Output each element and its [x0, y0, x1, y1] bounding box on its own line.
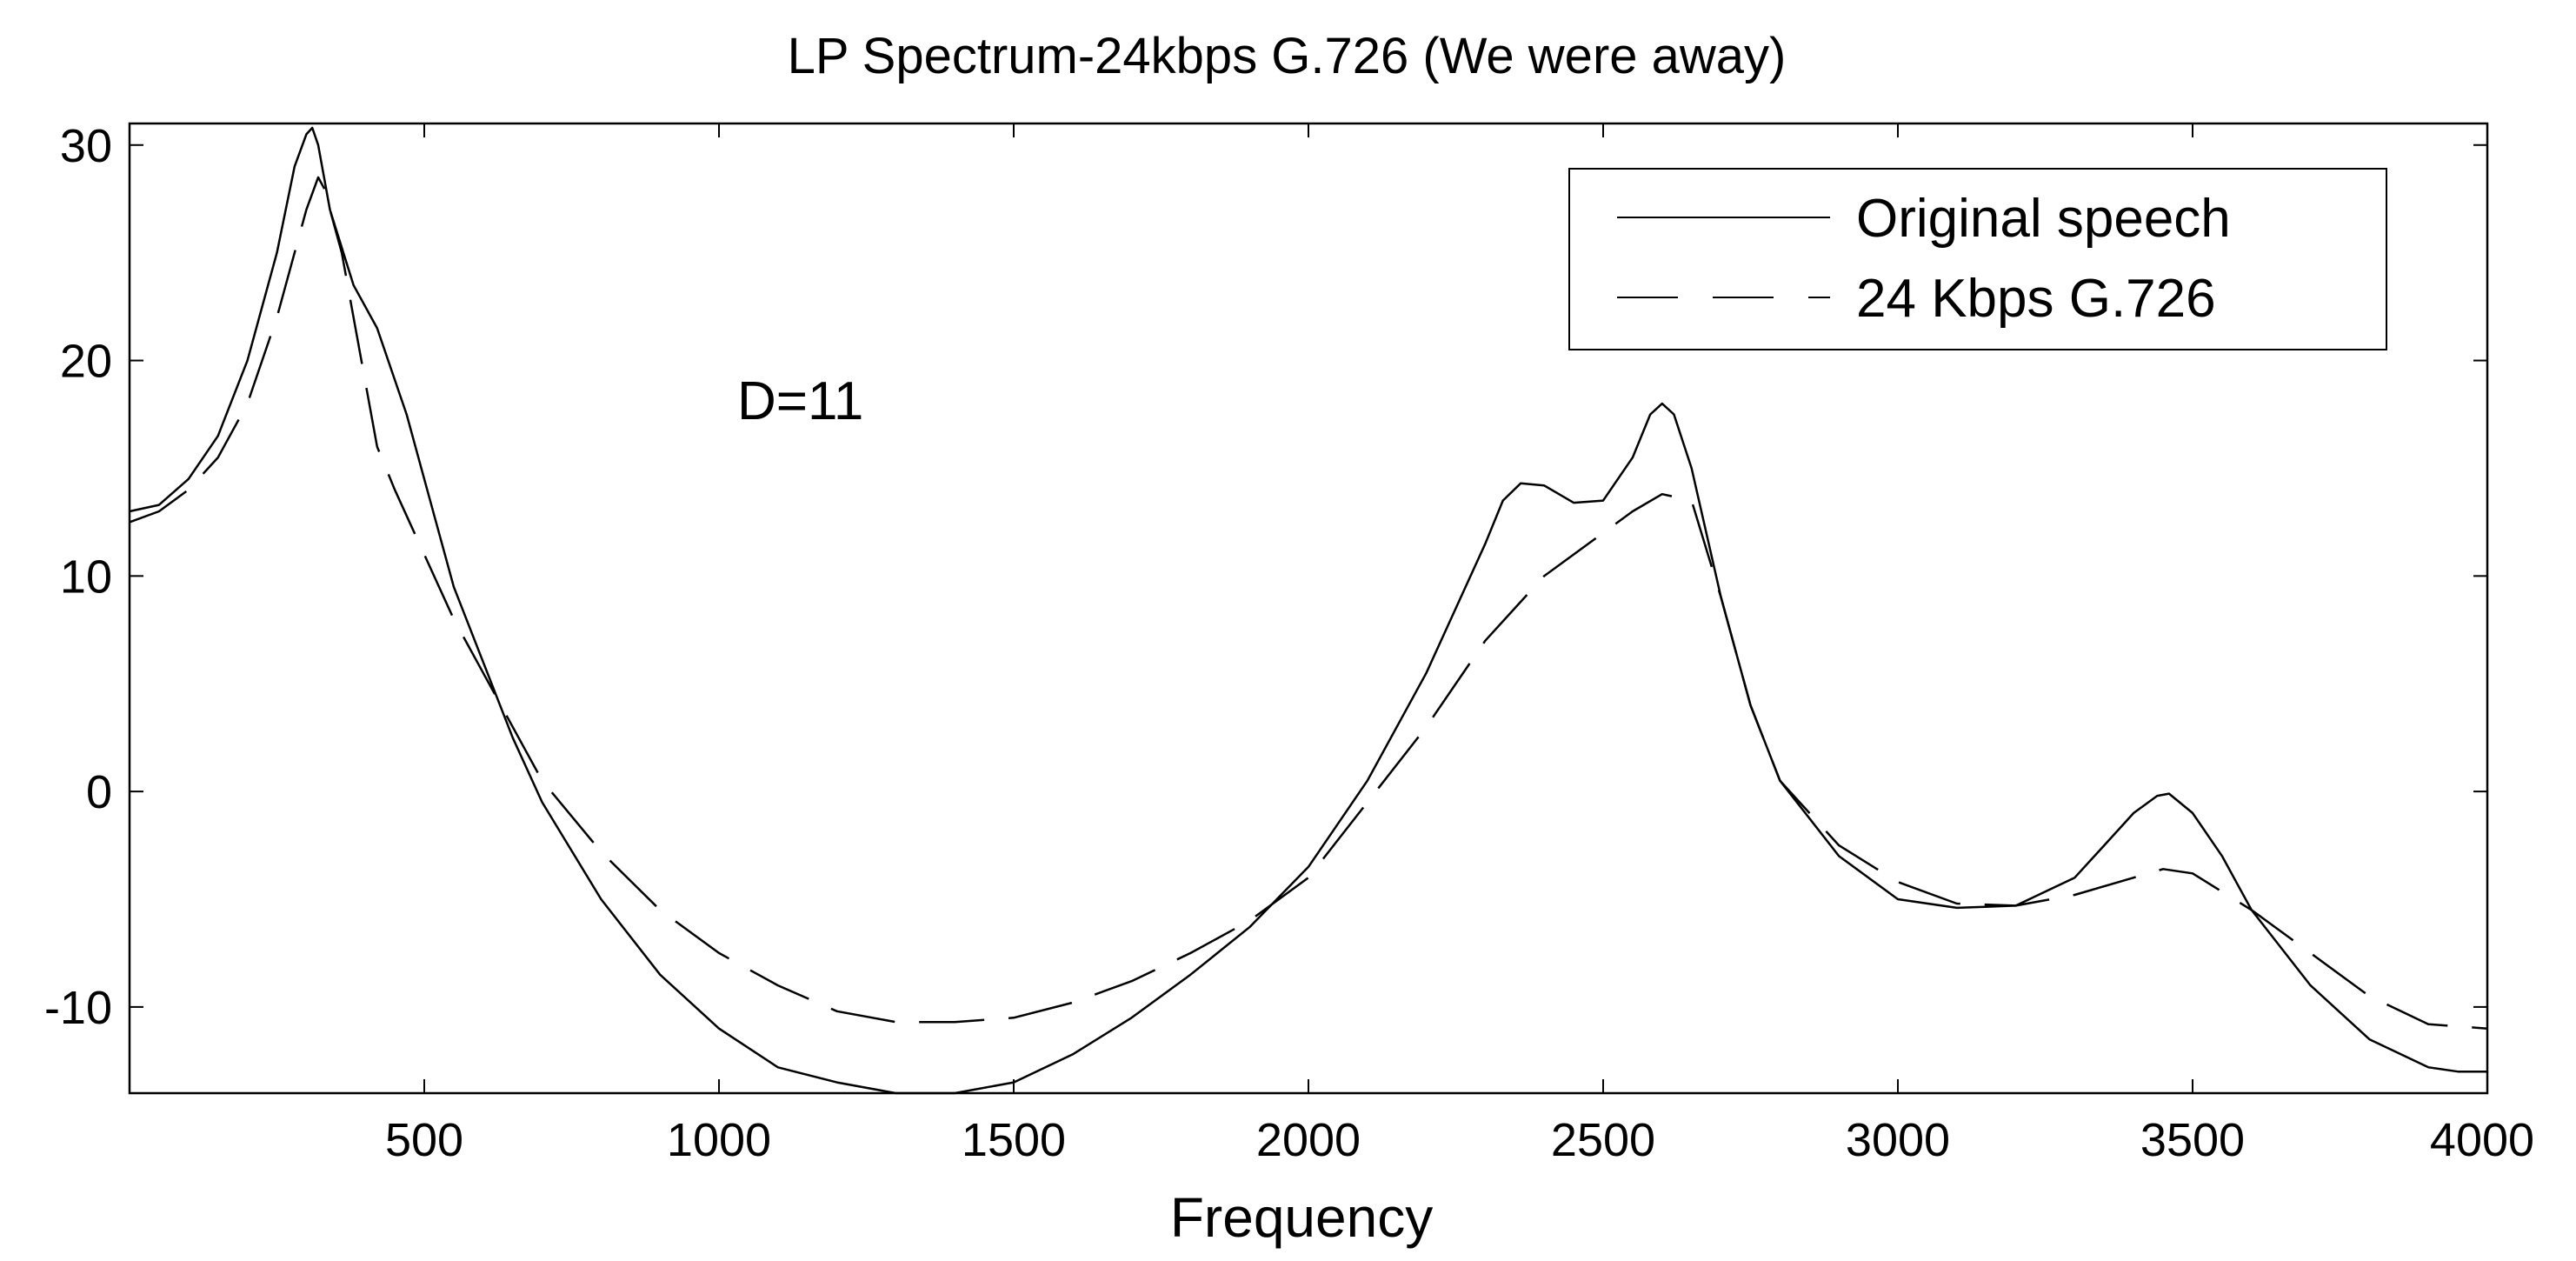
y-tick-label--10: -10 [44, 982, 112, 1034]
plot-lines [129, 126, 2488, 1095]
y-tick-label-0: 0 [86, 766, 112, 818]
x-tick-label-4000: 4000 [2430, 1114, 2534, 1166]
x-axis-label: Frequency [1170, 1186, 1433, 1249]
chart-title: LP Spectrum-24kbps G.726 (We were away) [788, 28, 1787, 84]
x-tick-label-3000: 3000 [1846, 1114, 1950, 1166]
x-tick-label-1500: 1500 [962, 1114, 1066, 1166]
axis-ticks: 500 1000 1500 2000 2500 3000 3500 4000 -10 0 10 20 3… [44, 120, 2534, 1166]
x-tick-label-2000: 2000 [1256, 1114, 1361, 1166]
x-tick-label-3500: 3500 [2140, 1114, 2245, 1166]
legend-label-original: Original speech [1856, 189, 2231, 249]
legend-label-g726: 24 Kbps G.726 [1856, 269, 2216, 329]
x-tick-label-500: 500 [385, 1114, 463, 1166]
annotation-d-value: D=11 [737, 371, 863, 431]
y-tick-label-10: 10 [60, 550, 112, 603]
legend: Original speech 24 Kbps G.726 [1568, 168, 2387, 350]
series-line-g726-24kbps [129, 176, 2488, 1030]
x-tick-label-2500: 2500 [1551, 1114, 1655, 1166]
y-tick-label-20: 20 [60, 336, 112, 388]
x-tick-label-1000: 1000 [667, 1114, 771, 1166]
y-tick-label-30: 30 [60, 120, 112, 172]
series-line-original-speech [129, 126, 2487, 1095]
legend-box [1568, 168, 2387, 350]
